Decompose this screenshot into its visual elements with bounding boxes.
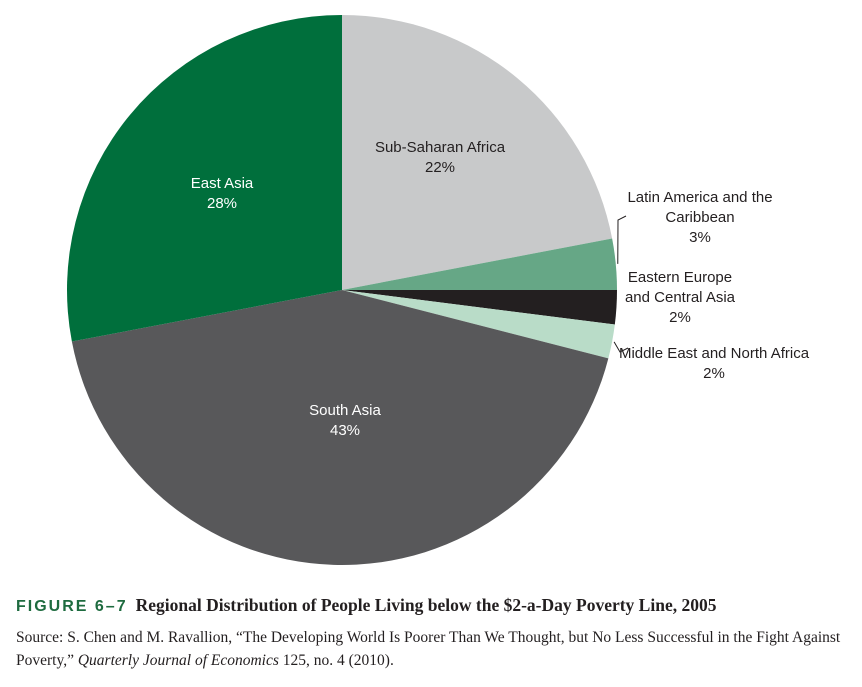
figure-title: Regional Distribution of People Living b…	[135, 595, 717, 615]
slice-name-label: Sub-Saharan Africa	[375, 139, 506, 156]
slice-label-middle-east-and-north-africa: Middle East and North Africa 2%	[619, 345, 810, 382]
slice-value-label: 22%	[425, 159, 455, 176]
slice-name-label: and Central Asia	[625, 289, 736, 306]
slice-label-south-asia: South Asia 43%	[309, 402, 381, 439]
slice-name-label: South Asia	[309, 402, 381, 419]
slice-value-label: 3%	[689, 229, 711, 246]
slice-name-label: Middle East and North Africa	[619, 345, 810, 362]
figure-source: Source: S. Chen and M. Ravallion, “The D…	[16, 626, 856, 672]
pie-slice-middle-east-and-north-africa	[342, 290, 615, 359]
source-text: Source: S. Chen and M. Ravallion, “The D…	[16, 629, 841, 669]
pie-slice-east-asia	[66, 15, 342, 342]
pie-slices	[66, 15, 617, 565]
slice-value-label: 2%	[703, 365, 725, 382]
pie-chart: Sub-Saharan Africa 22% Latin America and t…	[66, 15, 810, 565]
source-citation: 125, no. 4 (2010).	[282, 652, 394, 669]
slice-value-label: 43%	[330, 422, 360, 439]
slice-label-eastern-europe-and-central-asia: Eastern Europe and Central Asia 2%	[625, 269, 736, 326]
pie-slice-latin-america-and-the-caribbean	[342, 238, 617, 290]
slice-name-label: Caribbean	[665, 209, 734, 226]
leader-line-latin-america-and-the-caribbean	[617, 215, 627, 264]
slice-name-label: East Asia	[191, 175, 254, 192]
figure-caption-title: FIGURE 6–7 Regional Distribution of Peopl…	[16, 595, 856, 616]
pie-slice-south-asia	[71, 290, 609, 565]
slice-label-sub-saharan-africa: Sub-Saharan Africa 22%	[375, 139, 506, 176]
slice-name-label: Eastern Europe	[628, 269, 732, 286]
leader-line-middle-east-and-north-africa	[613, 341, 629, 353]
slice-value-label: 2%	[669, 309, 691, 326]
pie-slice-sub-saharan-africa	[342, 15, 613, 290]
slice-label-east-asia: East Asia 28%	[191, 175, 254, 212]
slice-value-label: 28%	[207, 195, 237, 212]
slice-labels: Sub-Saharan Africa 22% Latin America and t…	[191, 139, 810, 439]
figure-number: FIGURE 6–7	[16, 598, 128, 615]
pie-slice-eastern-europe-and-central-asia	[342, 290, 617, 325]
leader-lines	[613, 215, 629, 353]
slice-name-label: Latin America and the	[627, 189, 772, 206]
source-journal: Quarterly Journal of Economics	[77, 652, 279, 669]
slice-label-latin-america-and-the-caribbean: Latin America and the Caribbean 3%	[627, 189, 772, 246]
